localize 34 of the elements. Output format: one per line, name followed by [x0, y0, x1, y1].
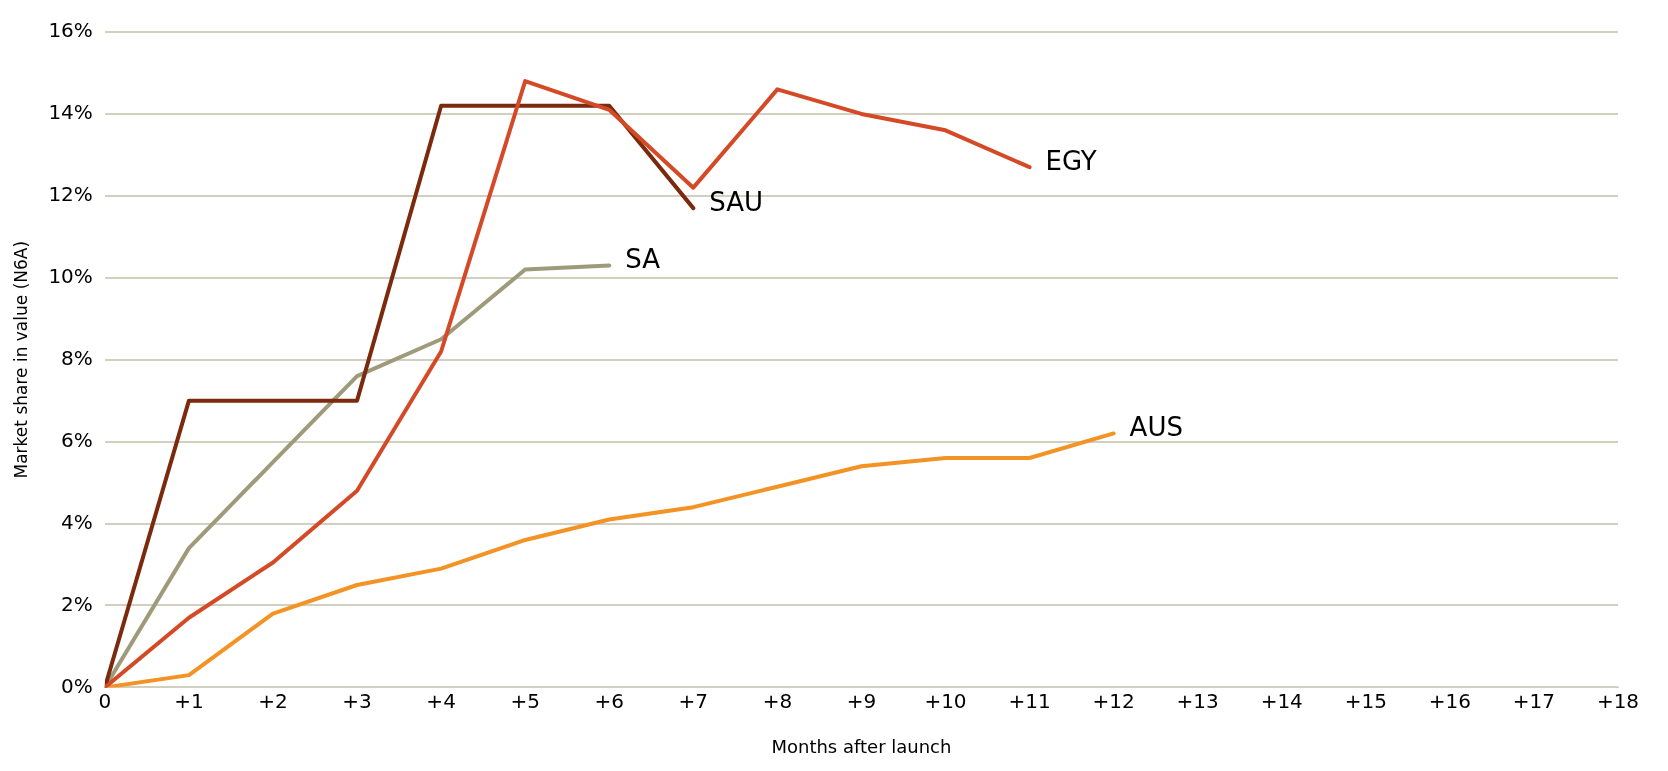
- x-tick-label: 0: [98, 688, 112, 713]
- x-axis-title: Months after launch: [771, 735, 952, 757]
- y-tick-label: 14%: [48, 100, 93, 125]
- y-tick-label: 16%: [48, 18, 93, 43]
- x-tick-label: +4: [426, 688, 456, 713]
- x-tick-label: +10: [924, 688, 967, 713]
- y-tick-label: 8%: [61, 345, 93, 370]
- y-axis-title: Market share in value (N6A): [10, 240, 31, 479]
- x-tick-label: +18: [1596, 688, 1640, 713]
- x-tick-label: +5: [510, 688, 540, 713]
- x-tick-label: +1: [174, 688, 204, 713]
- x-tick-label: +13: [1176, 688, 1219, 713]
- x-tick-label: +3: [342, 688, 372, 713]
- x-tick-label: +2: [258, 688, 288, 713]
- y-tick-label: 12%: [48, 182, 93, 207]
- x-tick-label: +16: [1428, 688, 1471, 713]
- series-label: SA: [625, 244, 661, 275]
- x-tick-label: +8: [762, 688, 793, 713]
- y-tick-label: 0%: [61, 673, 93, 698]
- series-label: SAU: [709, 186, 764, 217]
- x-tick-label: +6: [594, 688, 624, 713]
- x-tick-label: +17: [1512, 688, 1556, 713]
- y-tick-label: 6%: [61, 427, 93, 452]
- series-label: AUS: [1129, 412, 1183, 443]
- series-label: EGY: [1045, 145, 1097, 176]
- x-tick-label: +14: [1260, 688, 1303, 713]
- x-tick-label: +15: [1344, 688, 1387, 713]
- y-tick-label: 4%: [61, 509, 93, 534]
- x-tick-label: +11: [1008, 688, 1051, 713]
- y-tick-label: 10%: [48, 263, 93, 288]
- y-tick-label: 2%: [61, 591, 93, 616]
- x-tick-label: +12: [1092, 688, 1135, 713]
- x-tick-label: +7: [678, 688, 709, 713]
- x-tick-label: +9: [846, 688, 877, 713]
